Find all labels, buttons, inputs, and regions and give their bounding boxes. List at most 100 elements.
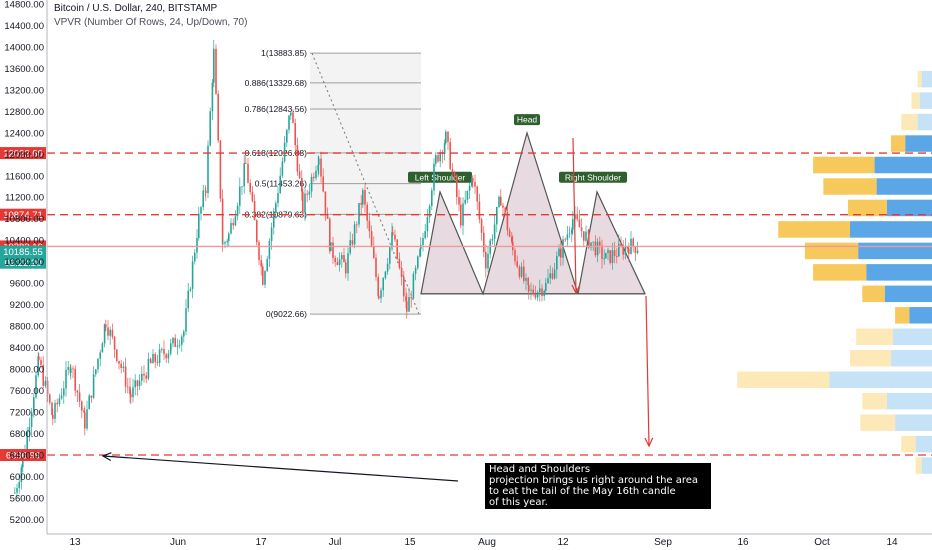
- candle-body: [585, 231, 587, 241]
- candle-body: [174, 337, 176, 347]
- candle-body: [474, 181, 476, 187]
- candle-body: [530, 289, 532, 291]
- y-tick-label: 12800.00: [4, 107, 44, 118]
- y-tick-label: 5200.00: [10, 515, 44, 526]
- x-tick-label: 13: [69, 537, 81, 548]
- candle-body: [634, 246, 637, 253]
- candle-body: [44, 380, 47, 386]
- y-tick-label: 13600.00: [4, 64, 44, 75]
- candle-body: [632, 238, 634, 247]
- candle-body: [90, 395, 93, 398]
- candle-body: [368, 220, 371, 232]
- candle-body: [103, 324, 106, 344]
- candle-body: [386, 263, 389, 272]
- candle-body: [172, 337, 174, 344]
- candle-body: [226, 240, 228, 243]
- y-tick-label: 8000.00: [10, 364, 44, 375]
- x-tick-label: Oct: [814, 537, 830, 548]
- candle-body: [211, 82, 214, 112]
- candle-body: [516, 261, 518, 267]
- pattern-label-bg: [514, 114, 540, 126]
- candle-body: [298, 171, 301, 179]
- candle-body: [498, 196, 500, 207]
- volume-bar-up: [804, 242, 859, 260]
- candle-body: [626, 246, 629, 249]
- candle-body: [458, 197, 460, 205]
- candle-body: [353, 224, 356, 245]
- candle-body: [268, 241, 271, 259]
- candle-body: [134, 380, 136, 388]
- candle-body: [580, 227, 583, 232]
- candle-body: [30, 412, 33, 427]
- candle-body: [290, 112, 292, 116]
- y-tick-label: 7600.00: [10, 386, 44, 397]
- candle-body: [491, 238, 494, 241]
- price-tag: [0, 147, 46, 160]
- candle-body: [200, 207, 202, 214]
- candle-body: [16, 487, 18, 493]
- candle-body: [391, 232, 393, 248]
- candle-body: [97, 358, 99, 370]
- candle-body: [116, 349, 118, 361]
- candle-body: [63, 388, 65, 396]
- candle-body: [406, 301, 408, 312]
- candle-body: [364, 190, 366, 205]
- candle-body: [592, 241, 594, 243]
- candle-body: [336, 262, 339, 265]
- candle-body: [310, 176, 313, 192]
- candle-body: [624, 246, 627, 255]
- candle-body: [150, 360, 152, 364]
- candle-body: [219, 140, 222, 199]
- candle-body: [124, 366, 127, 387]
- candle-body: [400, 267, 403, 278]
- candle-body: [511, 236, 513, 242]
- candle-body: [443, 143, 446, 155]
- candle-body: [224, 242, 226, 244]
- candle-body: [304, 193, 306, 213]
- volume-bar-down: [921, 457, 932, 474]
- candle-body: [158, 349, 161, 363]
- candle-body: [322, 176, 324, 192]
- candle-body: [485, 251, 487, 269]
- candle-body: [456, 178, 458, 198]
- candle-body: [412, 273, 415, 299]
- candle-body: [332, 242, 334, 258]
- candle-body: [502, 205, 504, 208]
- x-tick-label: 16: [737, 537, 749, 548]
- candle-body: [76, 390, 79, 393]
- candle-body: [176, 345, 179, 347]
- y-tick-label: 9600.00: [10, 279, 44, 290]
- candle-body: [84, 412, 86, 429]
- candle-body: [251, 191, 254, 202]
- candle-body: [262, 266, 264, 285]
- pattern-label: Head: [517, 115, 538, 125]
- candle-body: [609, 250, 611, 264]
- candle-body: [277, 193, 279, 204]
- candle-body: [217, 93, 219, 141]
- candle-body: [360, 203, 362, 205]
- price-tag-label: 6396.99: [6, 451, 40, 462]
- candle-body: [419, 249, 421, 257]
- candle-body: [556, 256, 558, 270]
- candle-body: [105, 324, 107, 328]
- y-tick-label: 6400.00: [10, 450, 44, 461]
- candle-body: [437, 155, 439, 162]
- candle-body: [324, 191, 327, 214]
- candle-body: [403, 277, 405, 297]
- volume-bar-up: [895, 307, 910, 324]
- candle-body: [366, 204, 368, 221]
- candle-body: [525, 277, 527, 281]
- candle-body: [468, 185, 471, 191]
- candle-body: [288, 115, 290, 130]
- candle-body: [270, 227, 273, 242]
- candle-body: [431, 190, 433, 206]
- candle-body: [18, 481, 20, 488]
- candle-body: [628, 248, 630, 254]
- candle-body: [370, 231, 373, 246]
- candle-body: [198, 213, 200, 239]
- candle-body: [451, 169, 454, 173]
- volume-bar-up: [915, 457, 922, 474]
- candle-body: [294, 123, 296, 146]
- price-tag: [0, 208, 46, 221]
